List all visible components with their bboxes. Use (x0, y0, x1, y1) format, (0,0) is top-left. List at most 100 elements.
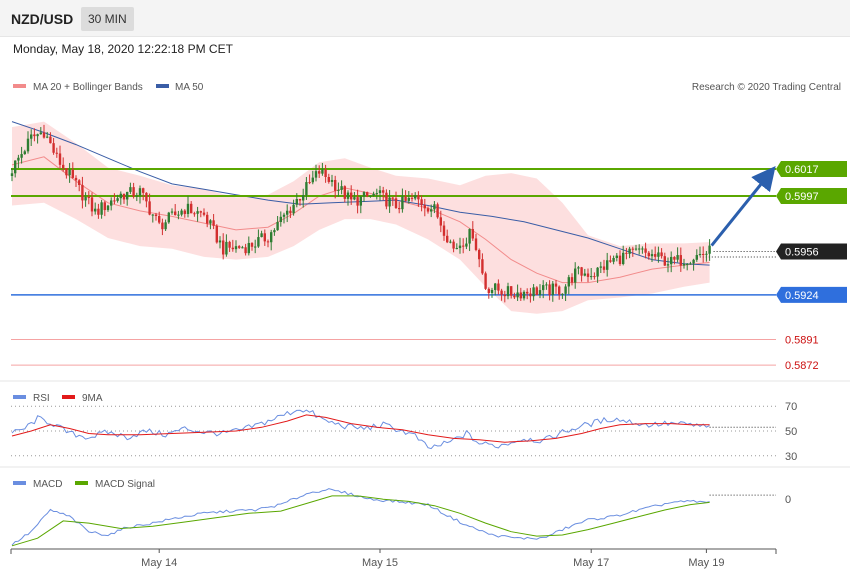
candle-body (167, 212, 170, 223)
candle-body (602, 266, 606, 270)
candle-body (532, 287, 535, 297)
candle-body (561, 293, 564, 295)
candle-body (148, 201, 151, 215)
candle-body (526, 291, 529, 294)
rsi-legend: RSI 9MA (13, 393, 103, 404)
candle-body (145, 192, 148, 202)
candle-body (564, 286, 567, 294)
candle-body (401, 196, 404, 210)
timeframe-button[interactable]: 30 MIN (81, 7, 134, 31)
candle-body (426, 208, 430, 212)
candle-body (654, 254, 657, 257)
candle-body (308, 182, 311, 184)
candle-body (186, 203, 190, 214)
forecast-arrow (710, 165, 776, 247)
level-label-0.5924: 0.5924 (785, 290, 819, 302)
candle-body (458, 245, 462, 249)
candle-body (471, 229, 474, 239)
candle-body (446, 235, 449, 243)
candle-body (62, 164, 65, 169)
candle-body (55, 152, 58, 154)
x-tick-label: May 19 (688, 557, 724, 569)
main-legend: MA 20 + Bollinger Bands MA 50 Research ©… (13, 82, 841, 93)
candle-body (71, 169, 74, 178)
candle-body (660, 252, 663, 257)
candle-body (375, 193, 378, 195)
candle-body (484, 273, 487, 289)
candle-body (567, 277, 570, 287)
x-tick-label: May 14 (141, 557, 177, 569)
candle-body (404, 196, 407, 201)
candle-body (356, 197, 359, 206)
candle-body (692, 259, 695, 264)
candle-body (270, 232, 273, 243)
candle-body (23, 151, 26, 155)
candle-body (583, 273, 586, 276)
candle-body (183, 210, 186, 214)
level-label-0.5891: 0.5891 (785, 334, 819, 346)
candle-body (180, 210, 183, 215)
candle-body (535, 287, 538, 295)
candle-body (644, 248, 647, 253)
candle-body (30, 134, 33, 139)
candle-body (305, 182, 308, 196)
candle-body (177, 214, 180, 216)
candle-body (324, 169, 327, 177)
candle-body (228, 241, 231, 248)
candle-body (234, 246, 238, 250)
candle-body (506, 286, 510, 297)
candle-body (481, 259, 484, 274)
candle-body (116, 198, 119, 201)
candle-body (650, 254, 654, 257)
candle-body (628, 248, 631, 254)
candle-body (138, 188, 142, 196)
candle-body (110, 200, 113, 206)
candle-body (151, 214, 154, 216)
candle-body (580, 267, 583, 276)
rsi-line (11, 409, 710, 450)
candle-body (570, 277, 574, 283)
candle-body (222, 240, 225, 255)
candle-body (193, 213, 196, 215)
candle-body (241, 247, 244, 249)
candle-body (433, 204, 436, 210)
rsi-ma-legend-label: 9MA (82, 393, 103, 404)
candle-body (247, 243, 250, 254)
candle-body (106, 205, 110, 211)
candle-body (84, 197, 87, 201)
candle-body (436, 204, 439, 218)
candle-body (391, 197, 394, 199)
candle-body (74, 177, 78, 181)
candle-body (302, 195, 305, 201)
rsi-tick-70: 70 (785, 401, 797, 413)
candle-body (410, 197, 414, 199)
candle-body (292, 204, 295, 214)
ma20-line (11, 156, 710, 284)
candle-body (631, 248, 634, 250)
candle-body (132, 187, 135, 197)
candle-body (244, 247, 247, 254)
candle-body (279, 216, 282, 222)
candle-body (519, 292, 522, 299)
candle-body (673, 256, 676, 260)
candle-body (311, 177, 314, 183)
candle-body (289, 210, 292, 214)
candle-body (698, 253, 702, 256)
candle-body (586, 273, 590, 277)
level-label-0.5997: 0.5997 (785, 191, 819, 203)
rsi-tick-30: 30 (785, 451, 797, 463)
candle-body (276, 221, 279, 231)
candle-body (394, 198, 398, 208)
macd-line (11, 488, 710, 546)
candle-body (369, 195, 372, 197)
bollinger-band-fill (12, 121, 710, 314)
candle-body (225, 241, 228, 255)
candle-body (231, 247, 234, 250)
candle-body (36, 134, 39, 137)
candle-body (49, 136, 52, 144)
macd-legend-swatch (13, 481, 26, 485)
candle-body (39, 132, 42, 135)
candle-body (366, 192, 369, 197)
candle-body (615, 255, 618, 258)
candle-body (474, 238, 478, 250)
